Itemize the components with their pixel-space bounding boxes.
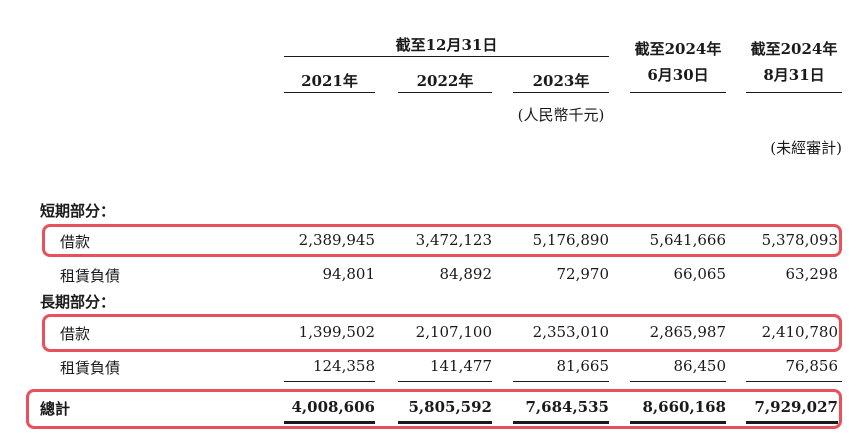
col5-header-line2: 8月31日	[763, 66, 825, 84]
year-header-2022: 2022年	[416, 72, 474, 90]
cell-value: 66,065	[673, 265, 727, 283]
row-label-total: 總計	[40, 400, 71, 418]
cell-value: 84,892	[439, 265, 493, 283]
unaudited-note: (未經審計)	[770, 139, 842, 157]
year-underline-2022	[398, 92, 492, 93]
cell-value: 3,472,123	[415, 231, 492, 249]
cell-value: 63,298	[785, 265, 839, 283]
cell-value: 2,410,780	[761, 323, 838, 341]
col5-header-line1: 截至2024年	[750, 40, 838, 58]
cell-value: 5,641,666	[649, 231, 726, 249]
group-underline	[284, 56, 609, 57]
total-value: 7,684,535	[525, 398, 609, 416]
cell-value: 5,378,093	[761, 231, 838, 249]
cell-value: 76,856	[785, 357, 839, 375]
col4-underline	[630, 92, 726, 93]
row-label-short-lease: 租賃負債	[60, 267, 121, 285]
section-long-term: 長期部分：	[40, 293, 116, 311]
col4-header-line1: 截至2024年	[634, 40, 722, 58]
total-double-rule	[513, 421, 609, 424]
col5-underline	[746, 92, 842, 93]
total-double-rule	[630, 421, 726, 424]
highlight-box-short-borrowings	[42, 224, 842, 257]
cell-value: 2,389,945	[298, 231, 375, 249]
year-underline-2023	[513, 92, 609, 93]
cell-value: 2,865,987	[649, 323, 726, 341]
cell-value: 2,107,100	[415, 323, 492, 341]
subtotal-rule	[513, 381, 609, 382]
cell-value: 94,801	[322, 265, 376, 283]
cell-value: 1,399,502	[298, 323, 375, 341]
total-double-rule	[398, 421, 492, 424]
total-value: 5,805,592	[408, 398, 492, 416]
subtotal-rule	[398, 381, 492, 382]
year-underline-2021	[284, 92, 375, 93]
total-value: 7,929,027	[754, 398, 838, 416]
unit-note: (人民幣千元)	[517, 106, 605, 124]
subtotal-rule	[630, 381, 726, 382]
cell-value: 124,358	[312, 357, 375, 375]
cell-value: 2,353,010	[532, 323, 609, 341]
section-short-term: 短期部分：	[40, 202, 116, 220]
cell-value: 72,970	[556, 265, 610, 283]
year-header-2021: 2021年	[301, 72, 358, 90]
subtotal-rule	[284, 381, 375, 382]
total-value: 4,008,606	[291, 398, 375, 416]
total-double-rule	[284, 421, 375, 424]
cell-value: 86,450	[673, 357, 727, 375]
highlight-box-long-borrowings	[42, 314, 842, 352]
row-label-long-lease: 租賃負債	[60, 359, 121, 377]
row-label-long-borrowings: 借款	[60, 325, 91, 343]
group-title: 截至12月31日	[395, 36, 498, 54]
highlight-box-total	[26, 389, 842, 429]
subtotal-rule	[746, 381, 842, 382]
year-header-2023: 2023年	[532, 72, 590, 90]
cell-value: 141,477	[429, 357, 492, 375]
row-label-short-borrowings: 借款	[60, 233, 91, 251]
total-value: 8,660,168	[642, 398, 726, 416]
cell-value: 81,665	[556, 357, 610, 375]
col4-header-line2: 6月30日	[647, 66, 709, 84]
cell-value: 5,176,890	[532, 231, 609, 249]
total-double-rule	[746, 421, 838, 424]
